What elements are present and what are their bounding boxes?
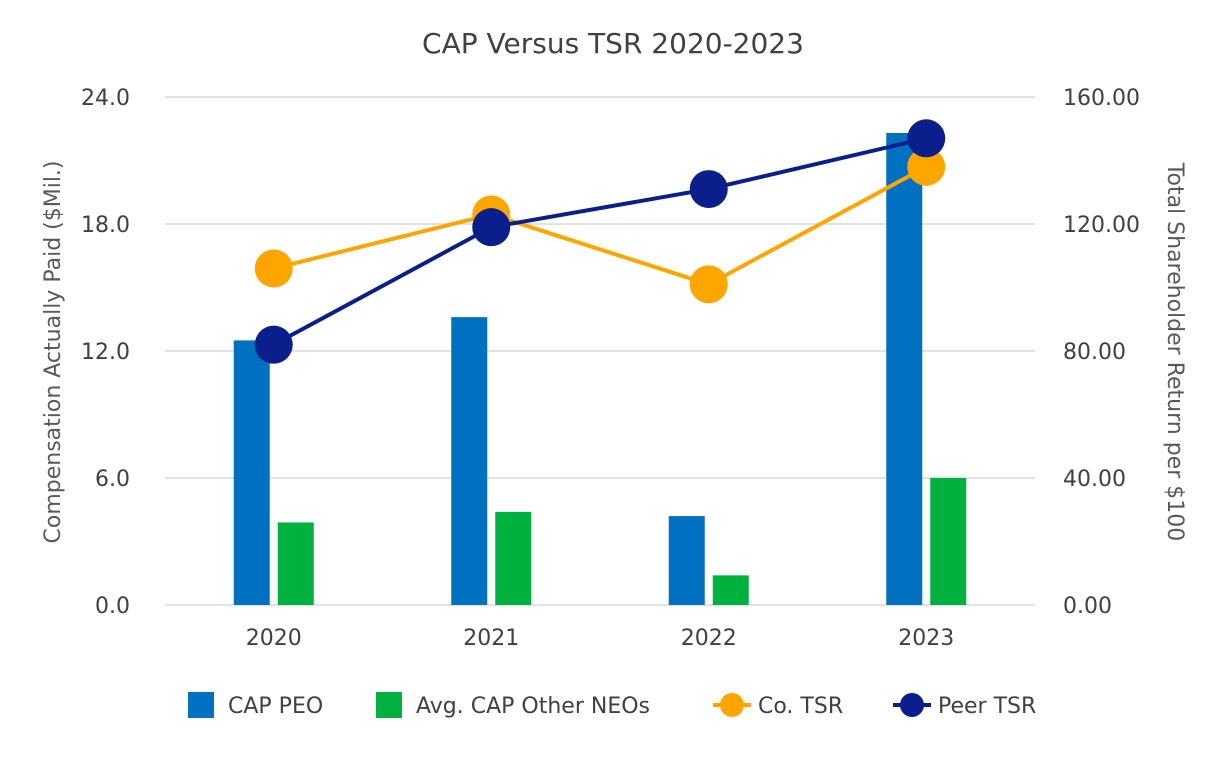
bar-avg-cap-other-neos-2021: [495, 511, 532, 605]
line-co-tsr: [273, 165, 928, 287]
legend-label-peer-tsr: Peer TSR: [938, 694, 1036, 719]
right-tick-label: 80.00: [1063, 340, 1126, 365]
legend-swatch-cap-peo: [188, 692, 214, 718]
left-tick-label: 18.0: [81, 213, 130, 238]
legend: CAP PEO Avg. CAP Other NEOs Co. TSR Peer TS…: [188, 692, 1036, 719]
right-tick-label: 160.00: [1063, 86, 1140, 111]
legend-label-avg-cap-other-neos: Avg. CAP Other NEOs: [416, 694, 650, 719]
left-tick-label: 0.0: [95, 594, 130, 619]
left-tick-label: 12.0: [81, 340, 130, 365]
line-peer-tsr: [272, 136, 927, 347]
point-co-tsr-2023: [907, 147, 946, 186]
bar-avg-cap-other-neos-2023: [930, 478, 967, 605]
point-co-tsr-2022: [689, 265, 728, 304]
left-tick-label: 24.0: [81, 86, 130, 111]
legend-label-cap-peo: CAP PEO: [228, 694, 323, 719]
x-tick-label: 2021: [463, 626, 519, 651]
point-peer-tsr-2022: [689, 170, 728, 209]
right-tick-label: 40.00: [1063, 467, 1126, 492]
x-tick-label: 2022: [681, 626, 737, 651]
right-axis-ticks: 0.00 40.00 80.00 120.00 160.00: [1063, 86, 1140, 619]
point-peer-tsr-2021: [472, 208, 511, 247]
left-axis-title: Compensation Actually Paid ($Mil.): [41, 160, 66, 543]
legend-label-co-tsr: Co. TSR: [758, 694, 843, 719]
legend-marker-peer-tsr: [900, 693, 924, 717]
line-series: [254, 119, 946, 364]
left-tick-label: 6.0: [95, 467, 130, 492]
bar-cap-peo-2022: [668, 516, 705, 605]
bar-series: [233, 132, 967, 605]
x-axis-ticks: 2020 2021 2022 2023: [246, 626, 955, 651]
right-axis-title: Total Shareholder Return per $100: [1162, 162, 1187, 541]
bar-cap-peo-2023: [886, 132, 923, 605]
right-tick-label: 0.00: [1063, 594, 1112, 619]
bar-avg-cap-other-neos-2020: [277, 522, 314, 605]
point-peer-tsr-2023: [907, 119, 946, 158]
right-tick-label: 120.00: [1063, 213, 1140, 238]
bar-cap-peo-2020: [233, 340, 270, 605]
point-co-tsr-2020: [254, 249, 293, 288]
legend-swatch-avg-cap-other-neos: [376, 692, 402, 718]
left-axis-ticks: 0.0 6.0 12.0 18.0 24.0: [81, 86, 130, 619]
legend-marker-co-tsr: [720, 693, 744, 717]
point-peer-tsr-2020: [254, 325, 293, 364]
x-tick-label: 2020: [246, 626, 302, 651]
bar-cap-peo-2021: [451, 317, 488, 605]
x-tick-label: 2023: [898, 626, 954, 651]
bar-avg-cap-other-neos-2022: [712, 575, 749, 605]
chart-title: CAP Versus TSR 2020-2023: [422, 27, 804, 60]
